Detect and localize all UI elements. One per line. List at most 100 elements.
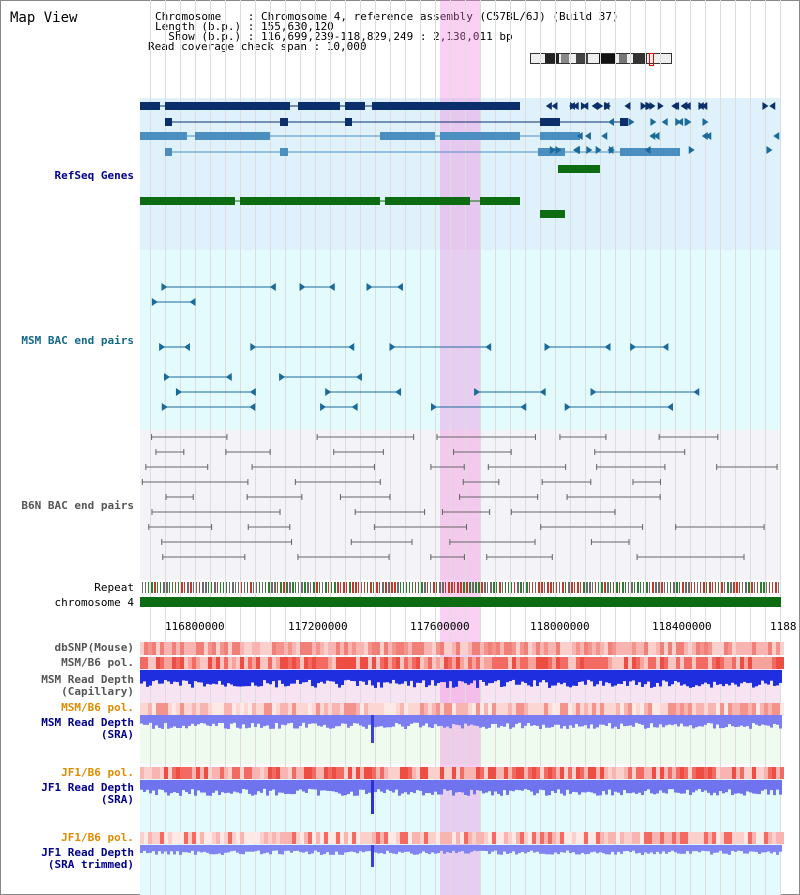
gene-arrow-icon[interactable]	[702, 118, 709, 126]
gene-arrow-icon[interactable]	[684, 118, 691, 126]
gene-arrow-icon[interactable]	[688, 146, 695, 154]
gene-arrow-icon[interactable]	[549, 146, 556, 154]
pol-cell	[220, 642, 224, 655]
gene-arrow-icon[interactable]	[545, 102, 552, 110]
gene-arrow-icon[interactable]	[628, 118, 635, 126]
bac-end-icon[interactable]	[161, 403, 168, 411]
pol-cell	[444, 703, 448, 715]
bac-end-icon[interactable]	[249, 388, 256, 396]
bac-end-icon[interactable]	[151, 298, 158, 306]
jf1-depth-trimmed-label[interactable]: JF1 Read Depth (SRA trimmed)	[41, 846, 134, 871]
gene-arrow-icon[interactable]	[657, 102, 664, 110]
gene-arrow-icon[interactable]	[640, 102, 647, 110]
pol-cell	[420, 657, 424, 669]
gene-arrow-icon[interactable]	[586, 146, 593, 154]
gene-arrow-icon[interactable]	[762, 102, 769, 110]
bac-end-icon[interactable]	[693, 388, 700, 396]
bac-end-icon[interactable]	[225, 373, 232, 381]
gene-arrow-icon[interactable]	[570, 102, 577, 110]
bac-end-icon[interactable]	[604, 343, 611, 351]
bac-end-icon[interactable]	[161, 283, 168, 291]
gene-arrow-icon[interactable]	[680, 102, 687, 110]
jf1-depth-sra-label[interactable]: JF1 Read Depth (SRA)	[41, 781, 134, 806]
bac-end-icon[interactable]	[396, 283, 403, 291]
msm-depth-capillary-label[interactable]: MSM Read Depth (Capillary)	[41, 673, 134, 698]
refseq-genes-label[interactable]: RefSeq Genes	[54, 169, 134, 182]
gene-arrow-icon[interactable]	[591, 102, 598, 110]
bac-end-icon[interactable]	[395, 388, 402, 396]
gene-arrow-icon[interactable]	[677, 118, 684, 126]
bac-end-icon[interactable]	[249, 403, 256, 411]
bac-end-icon[interactable]	[485, 343, 492, 351]
grid-line	[315, 0, 316, 895]
bac-end-icon[interactable]	[279, 373, 286, 381]
gene-arrow-icon[interactable]	[644, 146, 651, 154]
gene-arrow-icon[interactable]	[595, 146, 602, 154]
bac-end-icon[interactable]	[430, 403, 437, 411]
gene-arrow-icon[interactable]	[597, 102, 604, 110]
gene-arrow-icon[interactable]	[653, 132, 660, 140]
msm-b6-pol-2-label[interactable]: MSM/B6 pol.	[61, 701, 134, 714]
pol-cell	[252, 767, 256, 779]
bac-end-icon[interactable]	[348, 343, 355, 351]
bac-end-icon[interactable]	[539, 388, 546, 396]
gene-arrow-icon[interactable]	[650, 118, 657, 126]
selected-region-highlight[interactable]	[440, 0, 480, 895]
bac-end-icon[interactable]	[590, 388, 597, 396]
msm-depth-sra-label[interactable]: MSM Read Depth (SRA)	[41, 716, 134, 741]
gene-arrow-icon[interactable]	[574, 146, 581, 154]
gene-arrow-icon[interactable]	[608, 118, 615, 126]
b6n-bac-label[interactable]: B6N BAC end pairs	[21, 499, 134, 512]
gene-arrow-icon[interactable]	[645, 102, 652, 110]
chromosome-ideogram[interactable]	[530, 53, 672, 66]
bac-end-icon[interactable]	[564, 403, 571, 411]
gene-arrow-icon[interactable]	[766, 146, 773, 154]
gene-arrow-icon[interactable]	[604, 102, 611, 110]
bac-end-icon[interactable]	[355, 373, 362, 381]
gene-arrow-icon[interactable]	[684, 102, 691, 110]
bac-end-icon[interactable]	[164, 373, 171, 381]
bac-end-icon[interactable]	[366, 283, 373, 291]
bac-end-icon[interactable]	[520, 403, 527, 411]
bac-end-icon[interactable]	[630, 343, 637, 351]
gene-arrow-icon[interactable]	[551, 102, 558, 110]
bac-end-icon[interactable]	[175, 388, 182, 396]
pol-cell	[308, 832, 312, 844]
dbsnp-label[interactable]: dbSNP(Mouse)	[54, 641, 134, 654]
bac-end-icon[interactable]	[544, 343, 551, 351]
gene-arrow-icon[interactable]	[673, 102, 680, 110]
bac-end-icon[interactable]	[662, 343, 669, 351]
bac-end-icon[interactable]	[250, 343, 257, 351]
msm-bac-label[interactable]: MSM BAC end pairs	[21, 334, 134, 347]
gene-arrow-icon[interactable]	[584, 132, 591, 140]
bac-end-icon[interactable]	[351, 403, 358, 411]
bac-end-icon[interactable]	[189, 298, 196, 306]
gene-arrow-icon[interactable]	[698, 102, 705, 110]
bac-end-icon[interactable]	[183, 343, 190, 351]
gene-arrow-icon[interactable]	[608, 146, 615, 154]
bac-end-icon[interactable]	[159, 343, 166, 351]
gene-arrow-icon[interactable]	[769, 102, 776, 110]
bac-end-icon[interactable]	[299, 283, 306, 291]
jf1-b6-pol-label[interactable]: JF1/B6 pol.	[61, 766, 134, 779]
gene-arrow-icon[interactable]	[649, 132, 656, 140]
gene-arrow-icon[interactable]	[576, 132, 583, 140]
bac-end-icon[interactable]	[269, 283, 276, 291]
jf1-b6-pol-2-label[interactable]: JF1/B6 pol.	[61, 831, 134, 844]
bac-end-icon[interactable]	[474, 388, 481, 396]
bac-end-icon[interactable]	[666, 403, 673, 411]
gene-arrow-icon[interactable]	[624, 102, 631, 110]
gene-arrow-icon[interactable]	[649, 102, 656, 110]
msm-b6-pol-label[interactable]: MSM/B6 pol.	[61, 656, 134, 669]
bac-end-icon[interactable]	[320, 403, 327, 411]
gene-arrow-icon[interactable]	[773, 132, 780, 140]
gene-arrow-icon[interactable]	[601, 132, 608, 140]
gene-arrow-icon[interactable]	[701, 132, 708, 140]
gene-arrow-icon[interactable]	[705, 132, 712, 140]
bac-end-icon[interactable]	[325, 388, 332, 396]
gene-arrow-icon[interactable]	[580, 102, 587, 110]
gene-arrow-icon[interactable]	[661, 118, 668, 126]
bac-end-icon[interactable]	[328, 283, 335, 291]
bac-end-icon[interactable]	[389, 343, 396, 351]
gene-arrow-icon[interactable]	[555, 146, 562, 154]
